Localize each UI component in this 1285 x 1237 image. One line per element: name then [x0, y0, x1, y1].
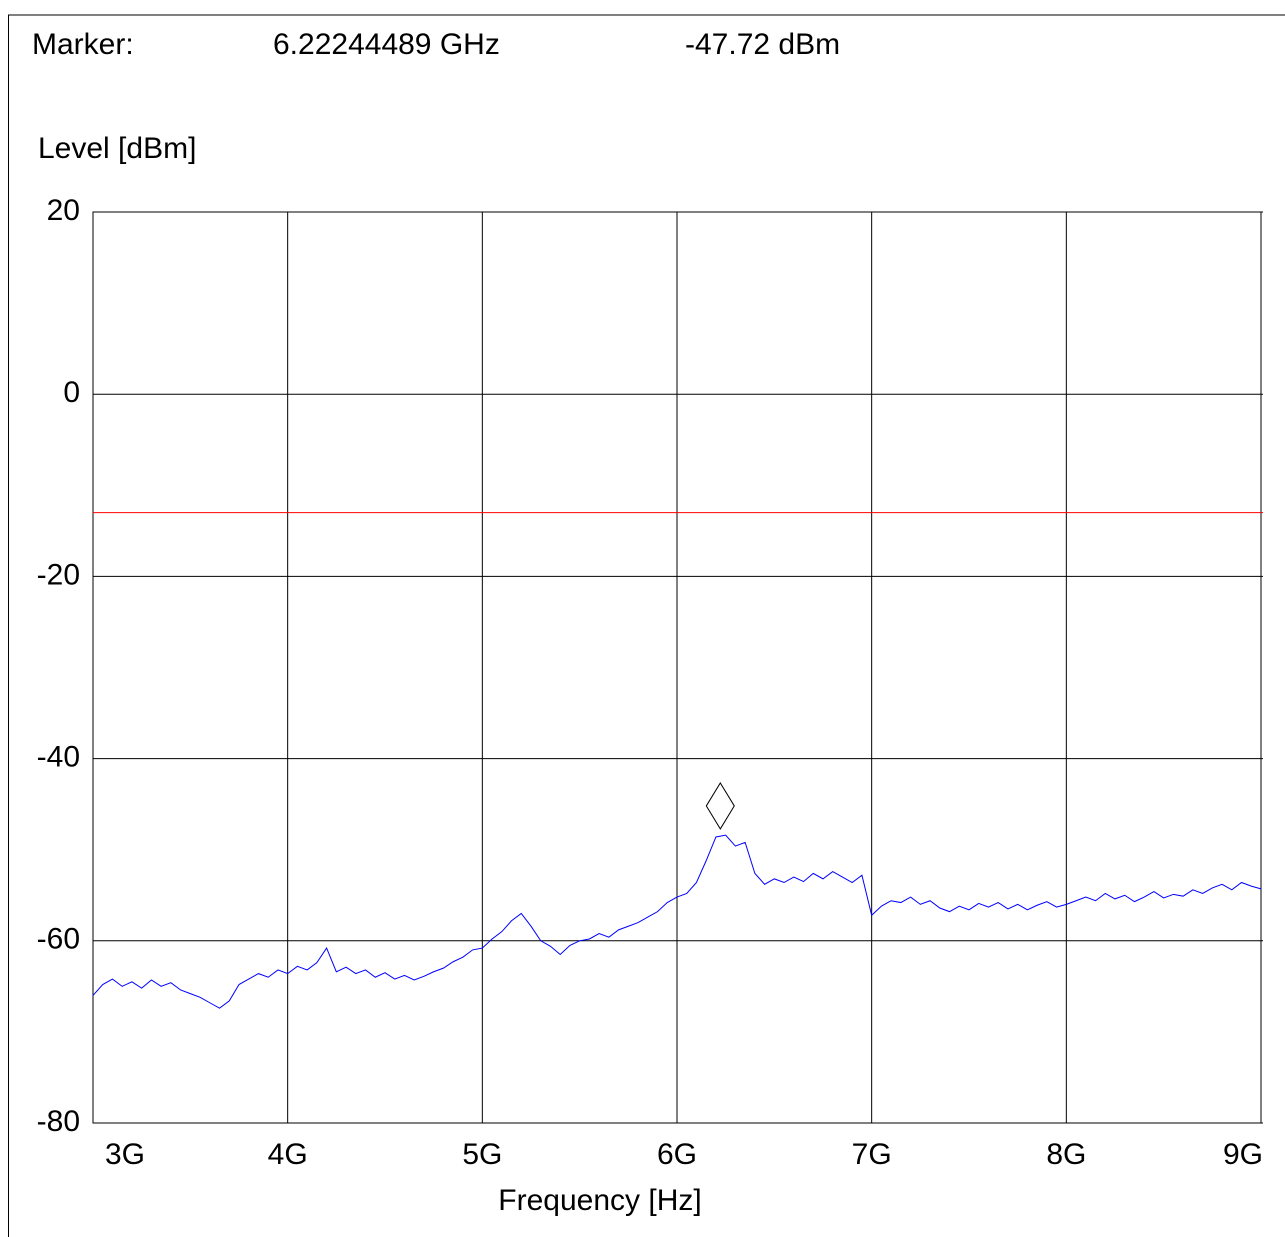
x-axis-label: Frequency [Hz] [498, 1184, 701, 1217]
y-tick-label: 0 [63, 376, 80, 409]
trace [92, 834, 1262, 1009]
y-tick-label: -40 [37, 741, 80, 774]
x-tick-label: 9G [1223, 1138, 1263, 1171]
y-tick-label: -60 [37, 923, 80, 956]
x-tick-label: 4G [268, 1138, 308, 1171]
plot-border [92, 211, 1262, 1124]
y-tick-label: -80 [37, 1105, 80, 1138]
marker-label: Marker: [32, 28, 134, 61]
marker-frequency: 6.22244489 GHz [273, 28, 500, 61]
x-tick-label: 5G [462, 1138, 502, 1171]
y-axis-label: Level [dBm] [38, 132, 196, 165]
y-tick-label: 20 [47, 194, 80, 227]
x-tick-label: 8G [1046, 1138, 1086, 1171]
x-tick-label: 3G [105, 1138, 145, 1171]
y-tick-label: -20 [37, 558, 80, 591]
marker-level: -47.72 dBm [685, 28, 840, 61]
x-tick-label: 7G [852, 1138, 892, 1171]
marker-diamond [705, 781, 735, 830]
x-tick-label: 6G [657, 1138, 697, 1171]
